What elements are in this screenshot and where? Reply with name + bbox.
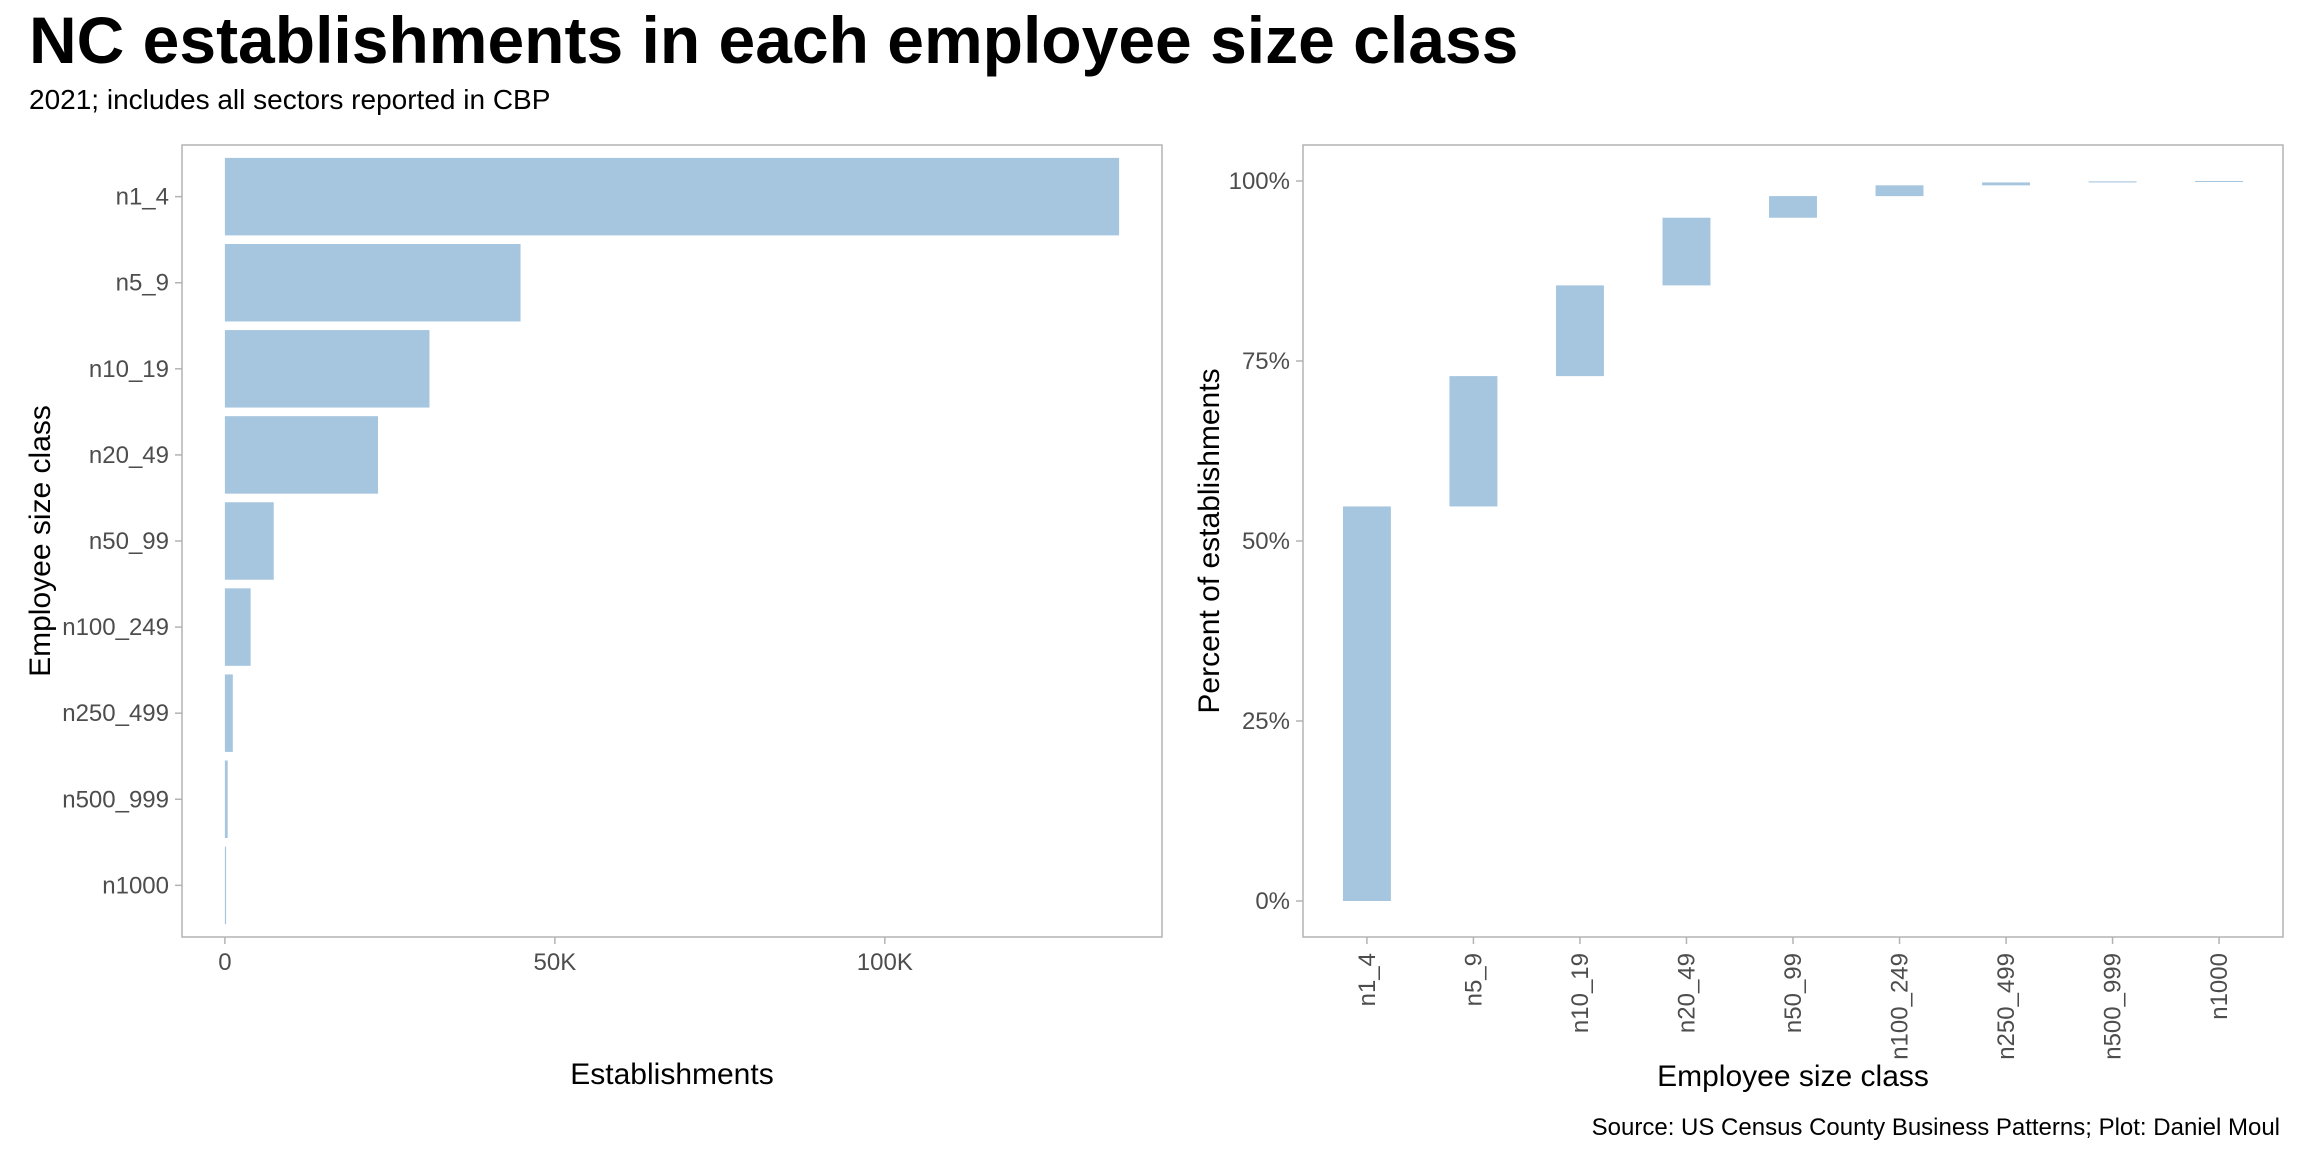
waterfall-bar-n100_249 bbox=[1875, 185, 1924, 197]
x-tick-label-n20_49: n20_49 bbox=[1673, 953, 1700, 1033]
y-tick-label: 75% bbox=[1242, 348, 1290, 375]
y-tick-label-n20_49: n20_49 bbox=[89, 442, 169, 469]
y-tick-label: 0% bbox=[1255, 888, 1290, 915]
x-tick-label-n50_99: n50_99 bbox=[1780, 953, 1807, 1033]
right-panel: 0% 25% 50% 75% 100% n1_4 n5_9 n10_19 n20_49 n50_… bbox=[1193, 144, 2284, 1093]
y-tick-label-n50_99: n50_99 bbox=[89, 528, 169, 555]
right-x-axis-title: Employee size class bbox=[1657, 1060, 1929, 1093]
y-tick-label-n10_19: n10_19 bbox=[89, 356, 169, 383]
x-tick-label-n500_999: n500_999 bbox=[2100, 953, 2127, 1060]
chart-title: NC establishments in each employee size … bbox=[29, 3, 1519, 77]
waterfall-bar-n1_4 bbox=[1342, 506, 1391, 901]
y-tick-label-n250_499: n250_499 bbox=[62, 700, 169, 727]
right-bars bbox=[1342, 181, 2244, 901]
right-y-axis-title: Percent of establishments bbox=[1193, 368, 1226, 713]
y-tick-label-n5_9: n5_9 bbox=[116, 270, 169, 297]
bar-n1000 bbox=[224, 846, 227, 925]
chart-caption: Source: US Census County Business Patter… bbox=[1591, 1114, 2280, 1141]
waterfall-bar-n50_99 bbox=[1769, 196, 1817, 218]
left-panel: n1_4 n5_9 n10_19 n20_49 n50_99 n100_249 n250_4… bbox=[24, 144, 1163, 1091]
bar-n100_249 bbox=[224, 588, 251, 666]
bar-n20_49 bbox=[224, 416, 378, 494]
bar-n500_999 bbox=[224, 760, 228, 838]
chart-subtitle: 2021; includes all sectors reported in C… bbox=[29, 84, 551, 115]
y-tick-label-n1000: n1000 bbox=[102, 872, 169, 899]
x-tick-label-n250_499: n250_499 bbox=[1993, 953, 2020, 1060]
x-tick-label: 0 bbox=[218, 949, 231, 976]
waterfall-bar-n10_19 bbox=[1555, 285, 1604, 377]
y-tick-label: 25% bbox=[1242, 708, 1290, 735]
bar-n250_499 bbox=[224, 674, 233, 752]
x-tick-label: 100K bbox=[857, 949, 913, 976]
right-y-ticks: 0% 25% 50% 75% 100% bbox=[1229, 168, 1303, 915]
waterfall-bar-n20_49 bbox=[1662, 217, 1711, 286]
y-tick-label-n500_999: n500_999 bbox=[62, 786, 169, 813]
waterfall-bar-n5_9 bbox=[1449, 376, 1498, 507]
x-tick-label-n100_249: n100_249 bbox=[1887, 953, 1914, 1060]
x-tick-label-n1000: n1000 bbox=[2206, 953, 2233, 1020]
x-tick-label-n1_4: n1_4 bbox=[1354, 953, 1381, 1006]
bar-n50_99 bbox=[224, 502, 274, 580]
x-tick-label-n10_19: n10_19 bbox=[1567, 953, 1594, 1033]
left-x-axis-title: Establishments bbox=[570, 1058, 773, 1091]
x-tick-label-n5_9: n5_9 bbox=[1460, 953, 1487, 1006]
bar-n1_4 bbox=[224, 157, 1120, 236]
y-tick-label-n100_249: n100_249 bbox=[62, 614, 169, 641]
left-y-axis-title: Employee size class bbox=[24, 405, 57, 677]
bar-n5_9 bbox=[224, 244, 521, 322]
left-y-ticks: n1_4 n5_9 n10_19 n20_49 n50_99 n100_249 n250_4… bbox=[62, 184, 182, 899]
y-tick-label-n1_4: n1_4 bbox=[116, 184, 169, 211]
left-bars bbox=[224, 157, 1120, 925]
bar-n10_19 bbox=[224, 330, 430, 408]
y-tick-label: 100% bbox=[1229, 168, 1290, 195]
waterfall-bar-n250_499 bbox=[1982, 182, 2031, 186]
waterfall-bar-n500_999 bbox=[2088, 181, 2137, 183]
right-x-ticks: n1_4 n5_9 n10_19 n20_49 n50_99 n100_249 n250_4… bbox=[1354, 937, 2233, 1060]
right-panel-border bbox=[1302, 144, 2284, 938]
waterfall-bar-n1000 bbox=[2195, 181, 2244, 182]
left-x-ticks: 0 50K 100K bbox=[218, 937, 913, 976]
x-tick-label: 50K bbox=[534, 949, 577, 976]
y-tick-label: 50% bbox=[1242, 528, 1290, 555]
